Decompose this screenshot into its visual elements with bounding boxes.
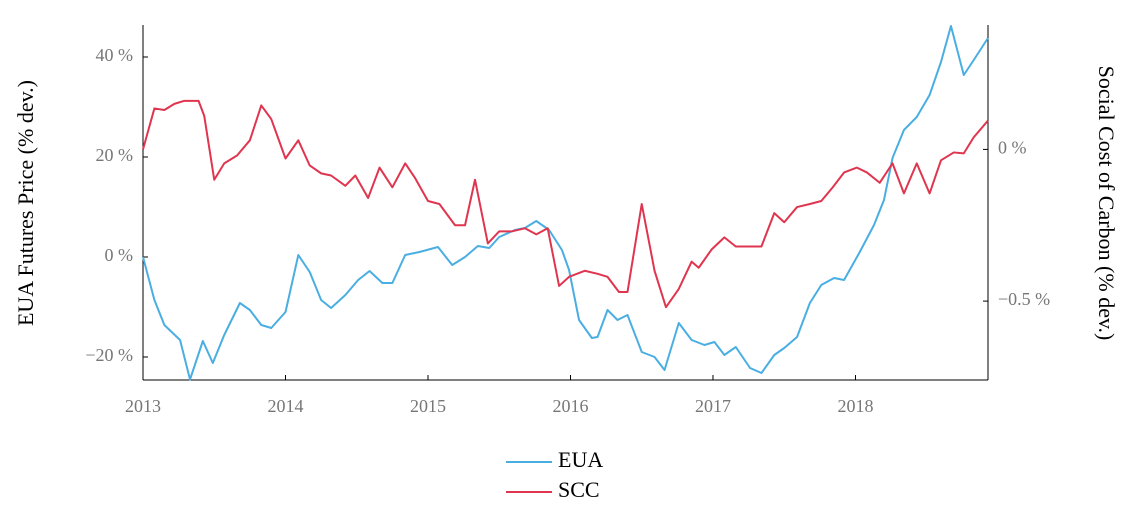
x-tick-label: 2018 [837,396,873,416]
legend-label: EUA [558,447,603,472]
y-tick-label: 0 % [105,245,134,265]
y-axis-label: EUA Futures Price (% dev.) [13,80,38,326]
series-line [142,99,989,309]
x-tick-label: 2016 [552,396,588,416]
x-tick-label: 2017 [695,396,731,416]
y2-tick-label: 0 % [998,138,1027,158]
series-line [142,25,989,381]
x-tick-label: 2014 [267,396,303,416]
x-tick-label: 2013 [125,396,161,416]
y-tick-label: −20 % [85,345,133,365]
y-tick-label: 40 % [96,45,134,65]
x-tick-label: 2015 [410,396,446,416]
y2-axis-label: Social Cost of Carbon (% dev.) [1094,66,1119,341]
y-tick-label: 20 % [96,145,134,165]
legend-label: SCC [558,477,600,502]
y2-tick-label: −0.5 % [998,289,1050,309]
